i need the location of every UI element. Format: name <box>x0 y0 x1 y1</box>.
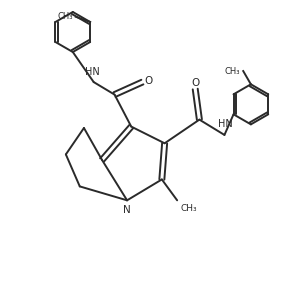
Text: HN: HN <box>85 67 100 77</box>
Text: O: O <box>191 78 199 88</box>
Text: O: O <box>144 76 153 86</box>
Text: CH₃: CH₃ <box>181 205 197 214</box>
Text: HN: HN <box>219 119 233 129</box>
Text: N: N <box>123 205 131 215</box>
Text: CH₃: CH₃ <box>57 12 73 21</box>
Text: CH₃: CH₃ <box>225 67 240 76</box>
